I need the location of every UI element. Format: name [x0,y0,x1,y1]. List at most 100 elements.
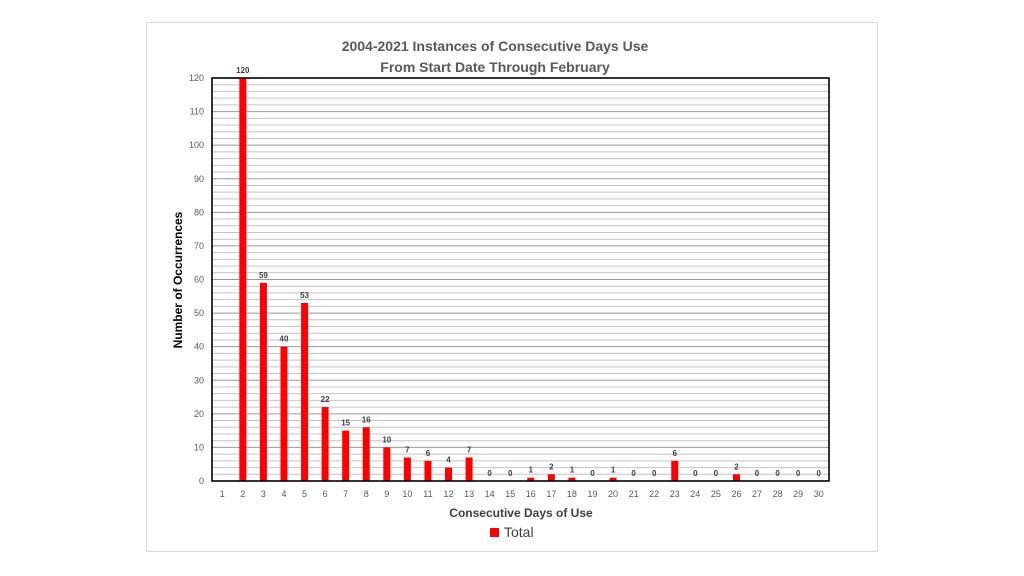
bar [342,430,350,481]
x-tick-label: 1 [220,489,225,499]
y-axis-label: Number of Occurrences [171,211,185,348]
x-tick-label: 6 [323,489,328,499]
y-tick-label: 30 [194,375,204,385]
x-tick-label: 19 [587,489,597,499]
x-tick-label: 17 [546,489,556,499]
data-label: 10 [382,435,391,444]
x-tick-label: 5 [302,489,307,499]
legend: Total [490,524,534,540]
data-label: 2 [549,462,554,471]
x-tick-label: 11 [423,489,432,499]
data-label: 0 [816,469,821,478]
y-tick-label: 90 [194,174,204,184]
data-label: 59 [259,271,268,280]
y-tick-label: 50 [194,308,204,318]
data-label: 0 [631,469,636,478]
bar [609,477,617,481]
chart-frame [146,22,878,552]
y-tick-label: 10 [194,442,204,452]
x-tick-label: 21 [629,489,639,499]
data-label: 0 [775,469,780,478]
x-tick-label: 10 [402,489,412,499]
data-label: 15 [341,419,350,428]
x-tick-label: 25 [711,489,721,499]
x-tick-label: 8 [364,489,369,499]
y-tick-label: 40 [194,342,204,352]
data-label: 1 [570,466,575,475]
y-tick-label: 20 [194,409,204,419]
x-tick-label: 30 [814,489,824,499]
y-tick-label: 80 [194,207,204,217]
x-tick-label: 13 [464,489,474,499]
legend-swatch [490,528,499,537]
bar [383,447,391,481]
legend-label: Total [504,524,534,540]
x-tick-label: 28 [773,489,783,499]
data-label: 22 [321,395,330,404]
bar [424,460,432,481]
data-label: 1 [529,466,534,475]
data-label: 0 [487,469,492,478]
bar [259,282,267,481]
data-label: 120 [236,66,250,75]
x-tick-label: 24 [690,489,700,499]
data-label: 2 [734,462,739,471]
bar [671,460,679,481]
y-tick-label: 0 [199,476,204,486]
y-axis-ticks: 0 10 20 30 40 50 60 70 80 90 100 110 120 [189,73,204,486]
x-axis-ticks: 1 2 3 4 5 6 7 8 9 10 11 12 13 14 15 16 17 18 19 20 21 22 23 24 2… [220,489,824,499]
data-label: 7 [405,445,410,454]
data-label: 7 [467,445,472,454]
x-tick-label: 12 [444,489,454,499]
bar [321,407,329,481]
x-tick-label: 29 [793,489,803,499]
x-tick-label: 4 [281,489,286,499]
bar [301,303,309,481]
chart-title: 2004-2021 Instances of Consecutive Days … [342,38,649,54]
chart-subtitle: From Start Date Through February [380,59,610,75]
x-tick-label: 15 [505,489,515,499]
data-label: 0 [714,469,719,478]
data-label: 0 [590,469,595,478]
bar [732,474,740,481]
data-label: 53 [300,291,309,300]
y-tick-label: 110 [190,107,204,117]
plot-border [211,77,830,482]
data-label: 0 [796,469,801,478]
x-tick-label: 9 [384,489,389,499]
y-tick-label: 100 [189,140,204,150]
x-tick-label: 7 [343,489,348,499]
data-label: 0 [693,469,698,478]
x-tick-label: 16 [526,489,536,499]
data-label: 0 [755,469,760,478]
data-label: 6 [673,449,678,458]
bars [239,78,740,481]
y-tick-label: 120 [189,73,204,83]
bar [547,474,555,481]
data-label: 6 [426,449,431,458]
data-label: 40 [280,335,289,344]
x-tick-label: 26 [731,489,741,499]
x-tick-label: 14 [485,489,495,499]
bar [280,346,288,481]
bar [362,427,370,481]
y-tick-label: 60 [194,275,204,285]
data-label: 1 [611,466,616,475]
data-label: 4 [446,456,451,465]
data-label: 0 [508,469,513,478]
x-tick-label: 18 [567,489,577,499]
bar [445,467,453,481]
x-tick-label: 3 [261,489,266,499]
bar [465,457,473,481]
data-label: 16 [362,415,371,424]
x-tick-label: 2 [240,489,245,499]
x-tick-label: 27 [752,489,762,499]
bar [403,457,411,481]
x-tick-label: 23 [670,489,680,499]
x-tick-label: 20 [608,489,618,499]
bar [568,477,576,481]
x-tick-label: 22 [649,489,659,499]
y-tick-label: 70 [194,241,204,251]
